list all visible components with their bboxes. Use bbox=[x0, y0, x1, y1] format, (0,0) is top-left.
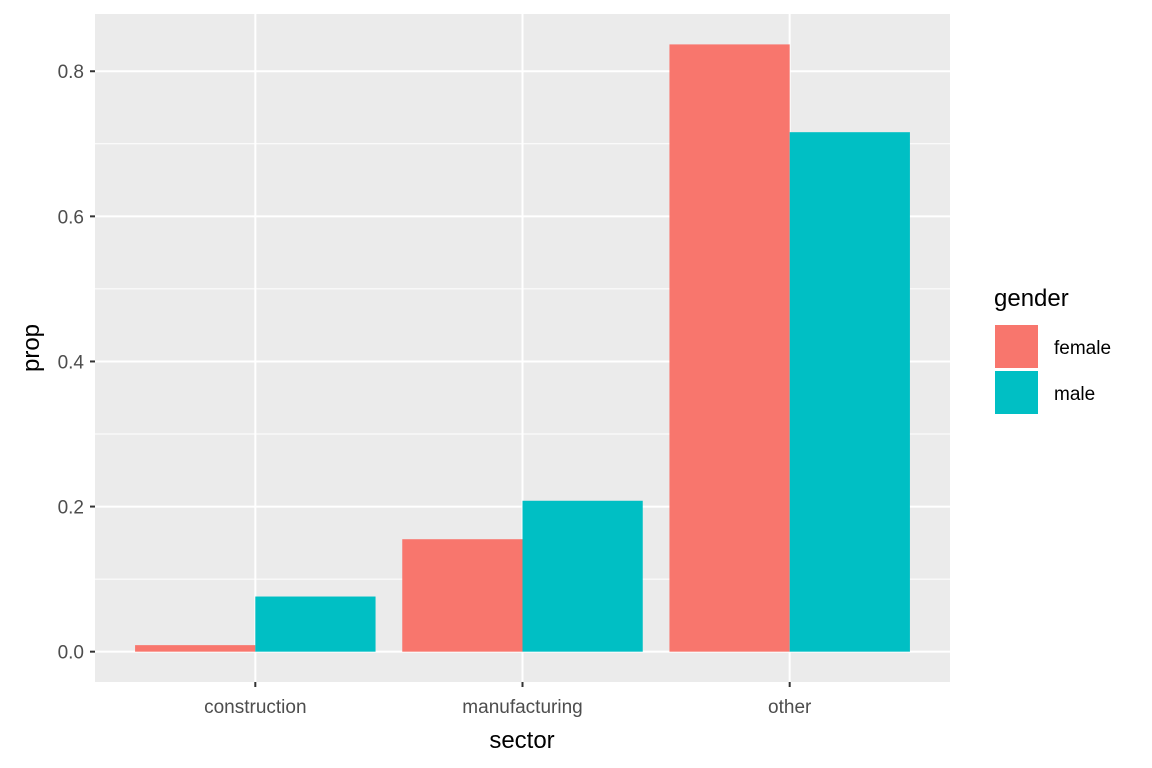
y-tick-label: 0.0 bbox=[58, 643, 84, 664]
legend-items: female male bbox=[995, 325, 1111, 414]
y-tick-label: 0.6 bbox=[58, 207, 84, 228]
x-axis: construction manufacturing other bbox=[204, 682, 812, 718]
legend-label-female: female bbox=[1054, 338, 1111, 359]
bar-female-manufacturing bbox=[402, 539, 523, 652]
legend: gender female male bbox=[994, 285, 1111, 414]
y-axis-title: prop bbox=[18, 324, 45, 372]
y-tick-label: 0.8 bbox=[58, 62, 84, 83]
legend-swatch-male bbox=[995, 371, 1038, 414]
legend-swatch-female bbox=[995, 325, 1038, 368]
legend-label-male: male bbox=[1054, 384, 1095, 405]
bar-female-construction bbox=[135, 645, 256, 652]
y-axis: 0.0 0.2 0.4 0.6 0.8 bbox=[58, 62, 95, 664]
bars bbox=[135, 44, 910, 652]
y-tick-label: 0.4 bbox=[58, 352, 85, 373]
bar-female-other bbox=[669, 44, 790, 652]
x-tick-label: manufacturing bbox=[462, 697, 582, 718]
bar-male-manufacturing bbox=[522, 500, 643, 652]
x-tick-label: construction bbox=[204, 697, 306, 718]
bar-male-construction bbox=[255, 596, 376, 652]
y-tick-label: 0.2 bbox=[58, 498, 84, 519]
legend-title: gender bbox=[994, 285, 1069, 312]
bar-male-other bbox=[789, 132, 910, 652]
x-axis-title: sector bbox=[489, 727, 554, 754]
x-tick-label: other bbox=[768, 697, 812, 718]
